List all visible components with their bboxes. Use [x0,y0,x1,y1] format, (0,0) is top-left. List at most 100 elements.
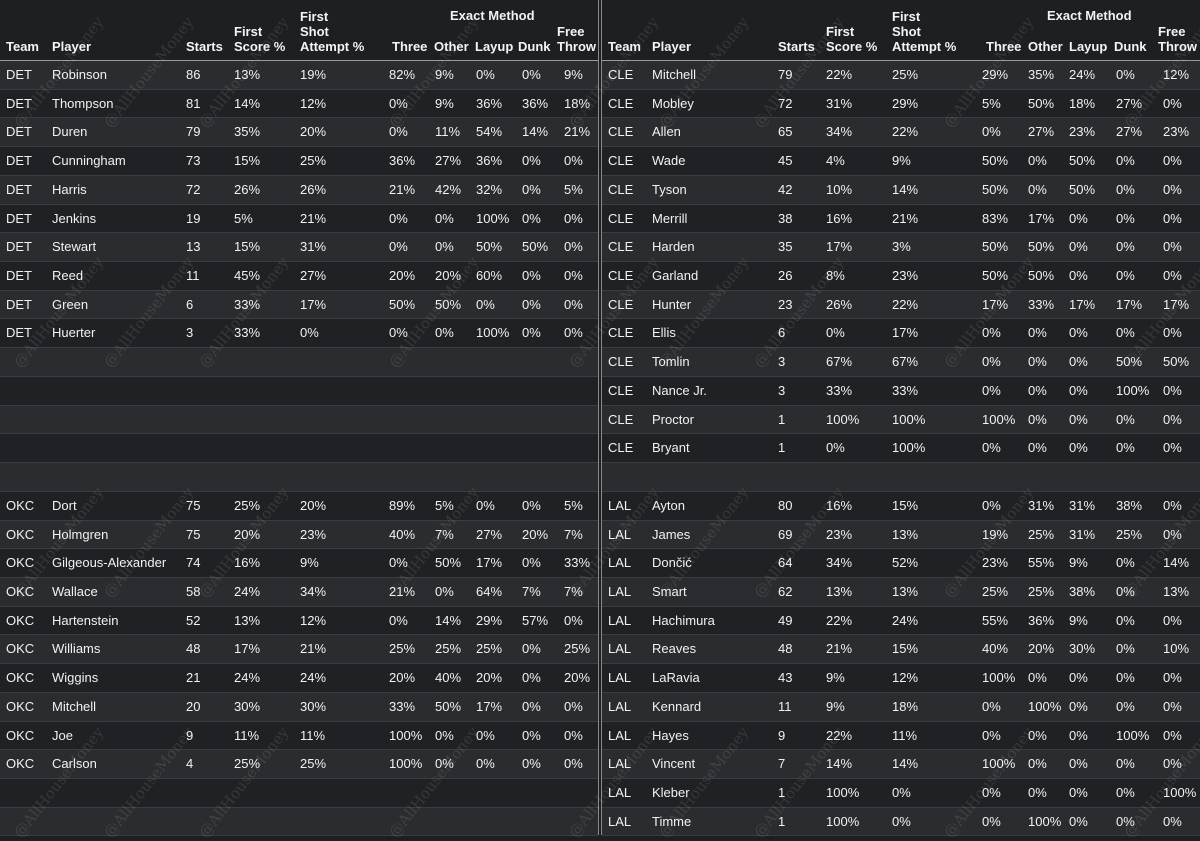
cell-first-shot: 21% [892,210,919,226]
cell-layup: 50% [1069,153,1096,169]
table-row: LAL Reaves 48 21% 15% 40% 20% 30% 0% 10% [602,635,1200,665]
cell-free-throw: 0% [1163,813,1182,829]
cell-dunk: 14% [522,124,549,140]
cell-three: 0% [389,325,408,341]
cell-free-throw: 0% [1163,95,1182,111]
cell-other: 7% [435,526,454,542]
cell-player: Williams [52,641,101,657]
cell-layup: 31% [1069,497,1096,513]
cell-free-throw: 0% [1163,497,1182,513]
cell-other: 0% [1028,756,1047,772]
header-exact-method: Exact Method [1047,8,1132,23]
cell-first-score: 35% [234,124,261,140]
cell-player: Hartenstein [52,612,119,628]
cell-team: OKC [6,698,35,714]
cell-player: Joe [52,727,73,743]
header-first-score: First Score % [234,24,286,54]
cell-team: OKC [6,756,35,772]
cell-first-score: 67% [826,354,853,370]
cell-dunk: 38% [1116,497,1143,513]
cell-first-shot: 24% [300,670,327,686]
cell-layup: 36% [476,153,503,169]
cell-first-shot: 26% [300,181,327,197]
table-row: CLE Allen 65 34% 22% 0% 27% 23% 27% 23% [602,118,1200,148]
cell-team: LAL [608,727,632,743]
cell-free-throw: 0% [1163,727,1182,743]
cell-first-score: 25% [234,497,261,513]
table-row: OKC Williams 48 17% 21% 25% 25% 25% 0% 25% [0,635,598,665]
cell-first-shot: 18% [892,698,919,714]
table-row: DET Cunningham 73 15% 25% 36% 27% 36% 0% 0% [0,147,598,176]
cell-team: OKC [6,641,35,657]
cell-first-score: 5% [234,210,253,226]
cell-player: Robinson [52,67,107,82]
cell-free-throw: 0% [1163,239,1182,255]
cell-dunk: 0% [522,670,541,686]
cell-dunk: 0% [1116,813,1135,829]
cell-dunk: 0% [1116,181,1135,197]
cell-first-score: 17% [234,641,261,657]
cell-other: 55% [1028,555,1055,571]
cell-team: CLE [608,67,634,82]
cell-starts: 49 [778,612,793,628]
cell-other: 50% [1028,268,1055,284]
cell-team: DET [6,325,32,341]
cell-dunk: 0% [1116,698,1135,714]
cell-layup: 17% [476,555,503,571]
cell-three: 0% [389,612,408,628]
cell-layup: 50% [1069,181,1096,197]
cell-team: DET [6,181,32,197]
cell-first-shot: 29% [892,95,919,111]
cell-first-score: 22% [826,727,853,743]
cell-starts: 13 [186,239,201,255]
cell-first-shot: 0% [892,784,911,800]
cell-other: 0% [435,325,454,341]
table-row: DET Duren 79 35% 20% 0% 11% 54% 14% 21% [0,118,598,148]
cell-team: LAL [608,670,632,686]
cell-first-shot: 27% [300,268,327,284]
cell-starts: 3 [778,354,786,370]
cell-team: CLE [608,95,634,111]
cell-first-score: 20% [234,526,261,542]
cell-starts: 75 [186,526,201,542]
cell-player: Kleber [652,784,690,800]
cell-team: CLE [608,325,634,341]
cell-starts: 72 [778,95,793,111]
cell-dunk: 0% [1116,555,1135,571]
header-dunk: Dunk [1114,39,1147,54]
cell-first-score: 100% [826,784,860,800]
cell-dunk: 0% [522,555,541,571]
right-table: Team Player Starts First Score % First S… [601,0,1200,837]
cell-team: DET [6,67,32,82]
cell-first-score: 4% [826,153,845,169]
header-layup: Layup [475,39,514,54]
cell-free-throw: 5% [564,181,583,197]
cell-dunk: 0% [1116,641,1135,657]
cell-starts: 52 [186,612,201,628]
cell-player: Wade [652,153,686,169]
cell-layup: 0% [1069,382,1088,398]
cell-layup: 0% [1069,440,1088,456]
header-starts: Starts [778,39,815,54]
table-row: CLE Mobley 72 31% 29% 5% 50% 18% 27% 0% [602,89,1200,119]
cell-player: Timme [652,813,692,829]
cell-free-throw: 9% [564,67,583,82]
cell-three: 0% [982,784,1001,800]
cell-first-score: 16% [826,210,853,226]
cell-dunk: 0% [1116,153,1135,169]
table-body: CLE Mitchell 79 22% 25% 29% 35% 24% 0% 12% CLE Mobl… [602,61,1200,837]
cell-other: 0% [435,239,454,255]
cell-other: 0% [1028,670,1047,686]
cell-team: CLE [608,210,634,226]
cell-starts: 21 [186,670,201,686]
cell-starts: 58 [186,583,201,599]
cell-player: Harden [652,239,695,255]
cell-team: OKC [6,670,35,686]
cell-team: LAL [608,583,632,599]
cell-first-score: 16% [234,555,261,571]
cell-layup: 0% [1069,670,1088,686]
cell-dunk: 0% [522,497,541,513]
table-header: Team Player Starts First Score % First S… [602,0,1200,61]
cell-three: 100% [389,756,423,772]
cell-dunk: 17% [1116,296,1143,312]
